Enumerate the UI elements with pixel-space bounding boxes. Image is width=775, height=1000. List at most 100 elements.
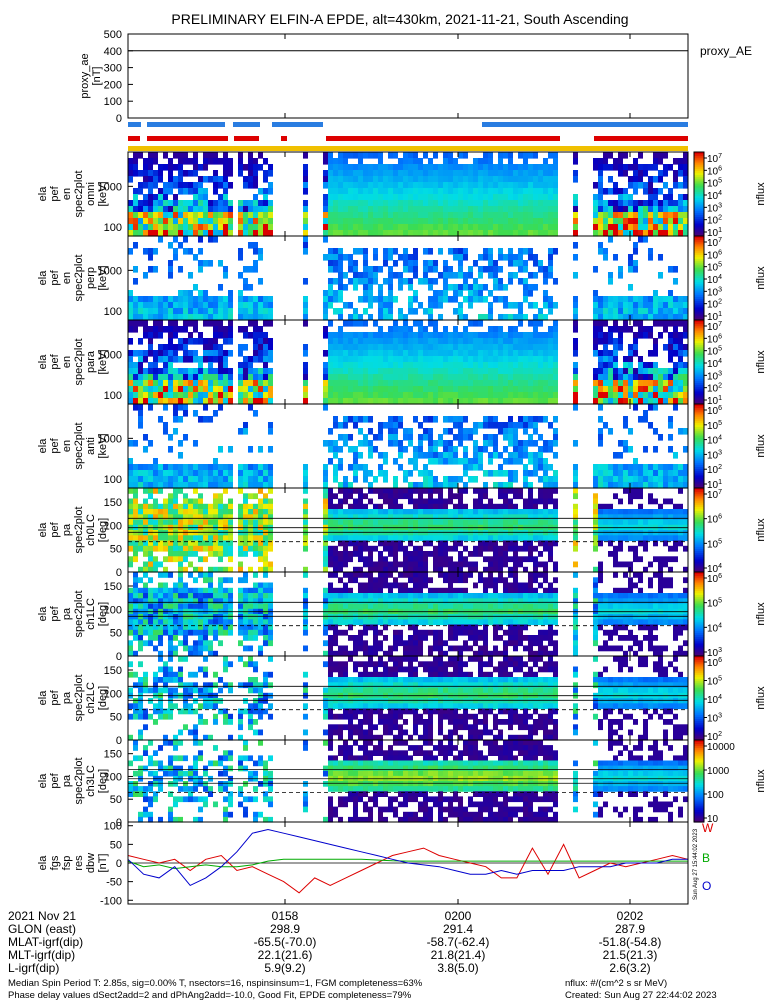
spectrogram-cell [488,356,493,363]
spectrogram-cell [643,314,648,321]
spectrogram-cell [208,338,213,345]
spectrogram-cell [393,230,398,237]
spectrogram-cell [398,272,403,279]
spectrogram-cell [428,164,433,171]
spectrogram-cell [213,200,218,207]
spectrogram-cell [213,206,218,213]
spectrogram-cell [333,416,338,423]
spectrogram-cell [513,314,518,321]
spectrogram-cell [378,302,383,309]
spectrogram-cell [528,509,533,515]
spectrogram-cell [638,476,643,483]
spectrogram-cell [208,398,213,405]
spectrogram-cell [213,296,218,303]
spectrogram-cell [598,380,603,387]
spectrogram-cell [178,374,183,381]
spectrogram-cell [508,152,513,159]
spectrogram-cell [428,386,433,393]
spectrogram-cell [533,561,538,568]
spectrogram-cell [178,551,183,557]
spectrogram-cell [183,152,188,159]
spectrogram-cell [443,362,448,369]
spectrogram-cell [493,530,498,536]
spectrogram-cell [448,200,453,207]
spectrogram-cell [158,296,163,303]
spectrogram-cell [493,566,498,573]
ytick-label: 1000 [98,265,122,277]
spectrogram-cell [243,182,248,189]
spectrogram-cell [613,182,618,189]
spectrogram-cell [218,284,223,291]
spectrogram-cell [473,545,478,552]
spectrogram-cell [418,302,423,309]
spectrogram-cell [518,493,523,500]
spectrogram-cell [218,404,223,411]
spectrogram-cell [678,182,683,189]
spectrogram-cell [178,158,183,165]
spectrogram-cell [518,266,523,273]
spectrogram-cell [543,380,548,387]
spectrogram-cell [188,464,193,471]
spectrogram-cell [173,296,178,303]
spectrogram-cell [473,398,478,405]
spectrogram-cell [418,446,423,453]
spectrogram-cell [193,314,198,321]
spectrogram-cell [608,362,613,369]
spectrogram-cell [528,416,533,423]
spectrogram-cell [488,230,493,237]
spectrogram-cell [523,503,528,510]
spectrogram-cell [323,503,328,510]
spectrogram-cell [138,629,143,636]
spectrogram-cell [498,561,503,568]
spectrogram-cell [408,551,413,557]
spectrogram-cell [358,535,363,542]
spectrogram-cell [468,188,473,195]
spectrogram-cell [403,493,408,500]
spectrogram-cell [553,224,558,231]
spectrogram-cell [213,236,218,243]
spectrogram-cell [398,164,403,171]
spectrogram-cell [473,452,478,459]
spectrogram-cell [173,470,178,477]
spectrogram-cell [203,296,208,303]
spectrogram-cell [328,556,333,563]
spectrogram-cell [368,561,373,568]
spectrogram-cell [378,170,383,177]
spectrogram-cell [443,416,448,423]
spectrogram-cell [358,386,363,393]
spectrogram-cell [683,362,688,369]
spectrogram-cell [138,482,143,489]
spectrogram-cell [493,509,498,515]
spectrogram-cell [378,368,383,375]
spectrogram-cell [628,296,633,303]
spectrogram-cell [548,272,553,279]
spectrogram-cell [408,260,413,267]
spectrogram-cell [128,230,133,237]
spectrogram-cell [163,498,168,505]
spectrogram-cell [513,434,518,441]
ylabel-ch3lc: ch3LC [85,765,97,797]
spectrogram-cell [473,428,478,435]
spectrogram-cell [408,356,413,363]
ylabel-ch2lc: pa [61,691,73,704]
spectrogram-cell [413,398,418,405]
spectrogram-cell [423,452,428,459]
spectrogram-cell [223,272,228,279]
spectrogram-cell [628,514,633,521]
spectrogram-cell [438,368,443,375]
spectrogram-cell [383,338,388,345]
spectrogram-cell [188,356,193,363]
spectrogram-cell [528,440,533,447]
spectrogram-cell [433,302,438,309]
spectrogram-cell [138,302,143,309]
spectrogram-cell [528,380,533,387]
spectrogram-cell [413,164,418,171]
spectrogram-cell [153,308,158,315]
spectrogram-cell [153,398,158,405]
spectrogram-cell [128,290,133,297]
spectrogram-cell [673,326,678,333]
spectrogram-cell [523,296,528,303]
spectrogram-cell [378,296,383,303]
spectrogram-cell [253,493,258,500]
